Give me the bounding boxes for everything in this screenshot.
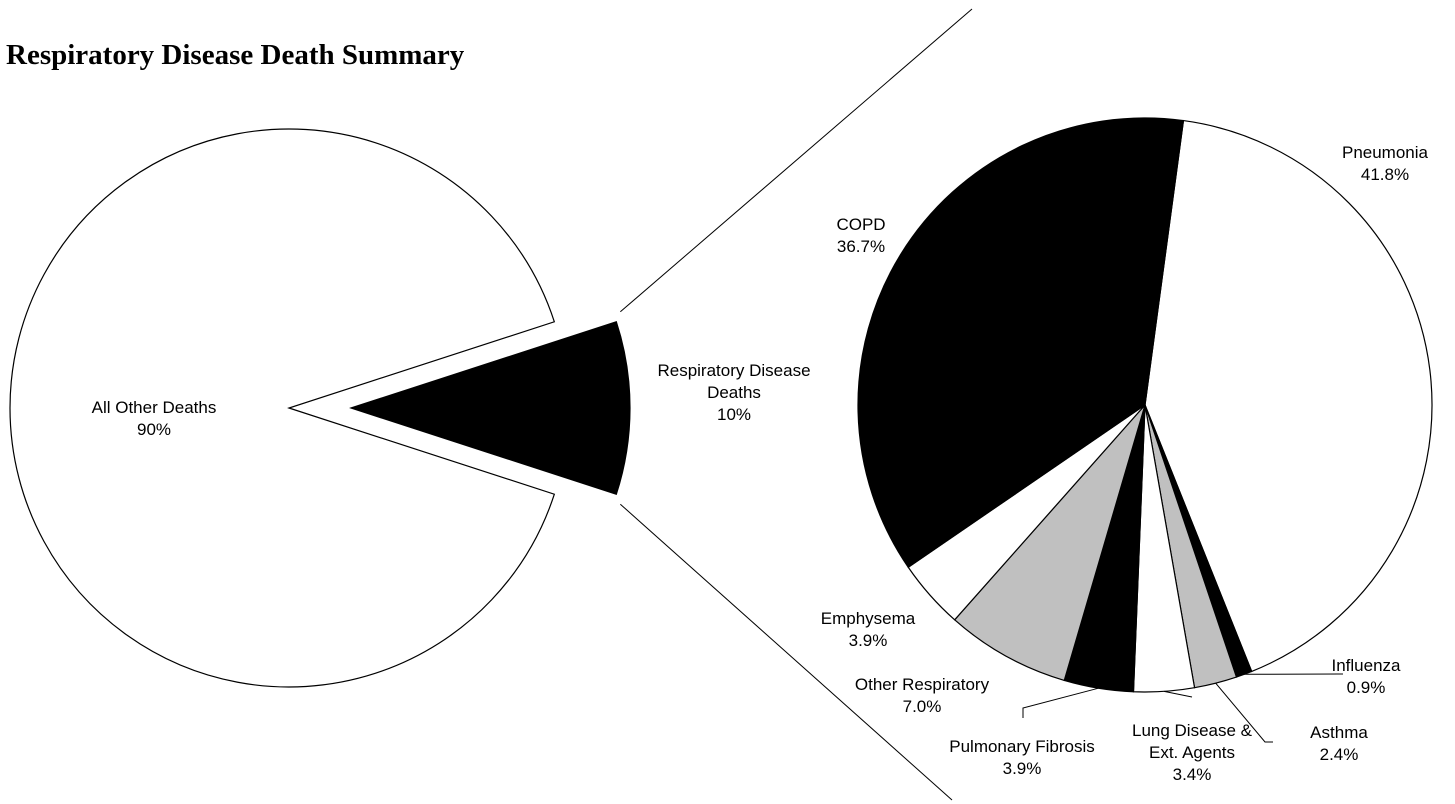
- slice-label-asthma: Asthma 2.4%: [1310, 723, 1368, 764]
- connector-line-top: [620, 8, 973, 313]
- connector-line-bottom: [620, 503, 953, 801]
- pie-slice-other-respiratory: [953, 404, 1146, 682]
- leader-line-pulmonary-fibrosis: [1022, 687, 1099, 718]
- pie-slice-all-other-deaths: [9, 128, 556, 688]
- slice-label-pneumonia: Pneumonia 41.8%: [1342, 143, 1429, 184]
- slice-label-respiratory-disease-deaths: Respiratory Disease Deaths 10%: [657, 361, 810, 424]
- slice-label-copd: COPD 36.7%: [836, 215, 885, 256]
- pie-slice-pneumonia: [1144, 119, 1433, 673]
- slice-label-influenza: Influenza 0.9%: [1332, 656, 1402, 697]
- pie-slice-copd: [857, 117, 1185, 569]
- slice-label-all-other-deaths: All Other Deaths 90%: [92, 398, 217, 439]
- pie-slice-respiratory-disease-deaths: [349, 321, 631, 495]
- slice-label-lung-disease-ext-agents: Lung Disease & Ext. Agents 3.4%: [1132, 721, 1253, 784]
- slice-label-pulmonary-fibrosis: Pulmonary Fibrosis 3.9%: [949, 737, 1095, 778]
- slice-label-other-respiratory: Other Respiratory 7.0%: [855, 675, 990, 716]
- slice-label-emphysema: Emphysema 3.9%: [821, 609, 916, 650]
- chart-title: Respiratory Disease Death Summary: [6, 39, 465, 71]
- leader-line-asthma: [1215, 682, 1273, 743]
- leader-line-lung-disease-ext-agents: [1164, 690, 1193, 698]
